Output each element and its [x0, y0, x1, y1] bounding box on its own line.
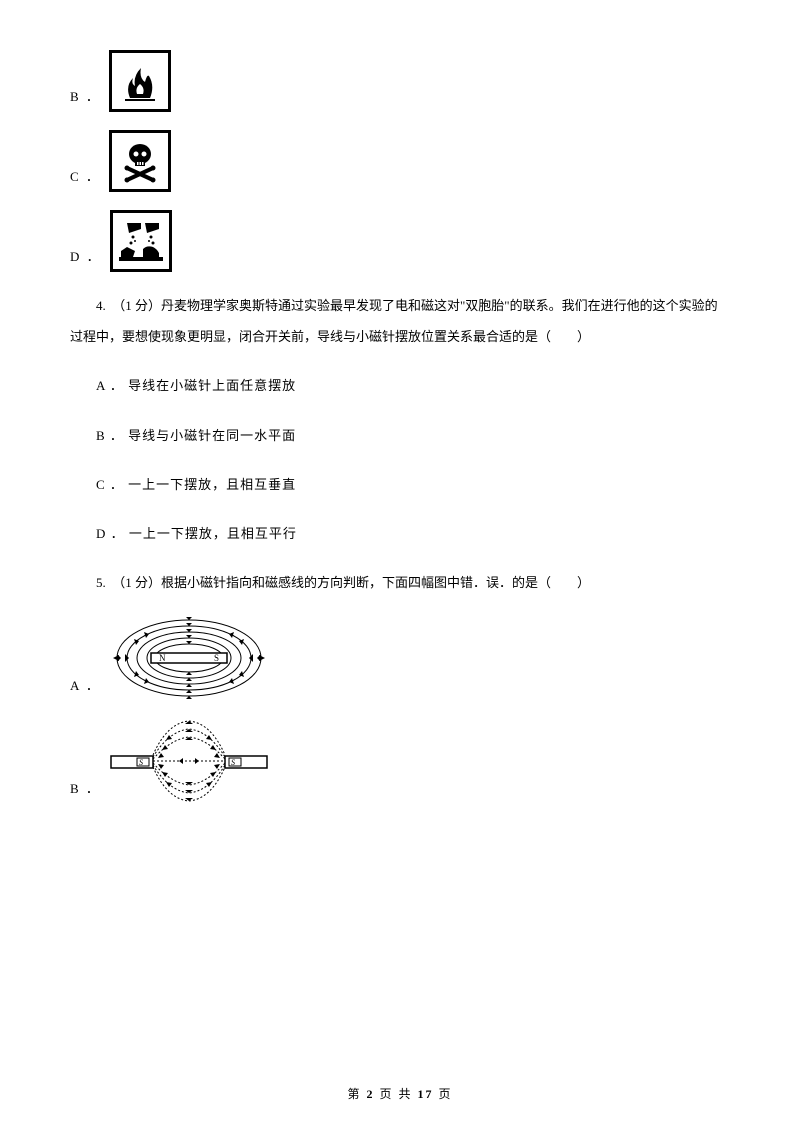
option-label: A ．: [70, 670, 101, 701]
total-pages: 17: [418, 1087, 434, 1101]
q4-choice-c: C ． 一上一下摆放，且相互垂直: [70, 469, 730, 500]
svg-text:S: S: [139, 758, 143, 767]
option-label: B ．: [70, 773, 101, 804]
q5-option-a: A ．: [70, 616, 730, 701]
bar-magnet-diagram: N S: [109, 616, 269, 701]
q3-option-b: B ．: [70, 50, 730, 112]
svg-text:N: N: [159, 653, 166, 663]
question-4-text: 4. （1 分）丹麦物理学家奥斯特通过实验最早发现了电和磁这对"双胞胎"的联系。…: [70, 290, 730, 352]
question-5-text: 5. （1 分）根据小磁针指向和磁感线的方向判断，下面四幅图中错．误．的是（ ）: [70, 567, 730, 598]
footer-suffix: 页: [434, 1087, 453, 1101]
option-label: B ．: [70, 81, 101, 112]
svg-text:S: S: [231, 758, 235, 767]
option-label: D ．: [70, 241, 102, 272]
q4-choice-a: A ． 导线在小磁针上面任意摆放: [70, 370, 730, 401]
two-magnets-diagram: S S: [109, 719, 269, 804]
option-label: C ．: [70, 161, 101, 192]
toxic-icon: [109, 130, 171, 192]
corrosive-icon: [110, 210, 172, 272]
q3-option-c: C ．: [70, 130, 730, 192]
flammable-icon: [109, 50, 171, 112]
q3-option-d: D ．: [70, 210, 730, 272]
q5-option-b: B ． S S: [70, 719, 730, 804]
svg-text:S: S: [214, 653, 219, 663]
footer-mid: 页 共: [374, 1087, 417, 1101]
footer-prefix: 第: [347, 1087, 366, 1101]
page-footer: 第 2 页 共 17 页: [0, 1085, 800, 1102]
q4-choice-d: D ． 一上一下摆放，且相互平行: [70, 518, 730, 549]
page-content: B ． C ．: [70, 50, 730, 804]
q4-choice-b: B ． 导线与小磁针在同一水平面: [70, 420, 730, 451]
